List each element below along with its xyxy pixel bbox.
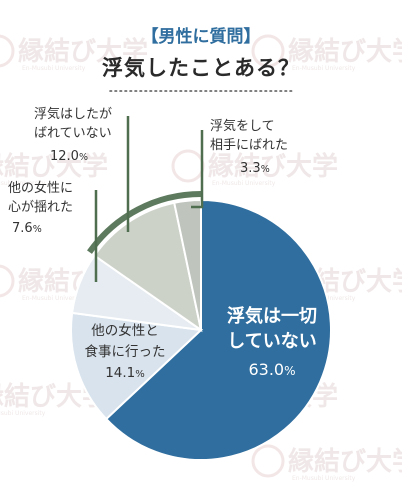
- page-title: 浮気したことある？: [102, 56, 300, 80]
- slice-value: 63.0%: [248, 360, 295, 379]
- watermark-text: 縁結び大学: [288, 446, 402, 477]
- pie-slice: [70, 311, 204, 421]
- slice-label: 他の女性に: [8, 180, 73, 196]
- slice-value: 14.1%: [105, 365, 145, 381]
- pie-slice: [104, 198, 332, 461]
- slice-value: 12.0%: [50, 149, 88, 164]
- cheated-ring-arc: [87, 191, 202, 254]
- watermark-subtext: En-Musubi University: [0, 180, 46, 187]
- watermark-subtext: En-Musubi University: [0, 410, 46, 417]
- slice-value: 3.3%: [240, 161, 270, 176]
- slice-label: ばれていない: [34, 126, 112, 141]
- watermark-text: 縁結び大学: [208, 151, 338, 182]
- slice-label: 浮気をして: [210, 118, 275, 134]
- watermark-subtext: En-Musubi University: [22, 65, 86, 72]
- question-tag: 【男性に質問】: [142, 26, 261, 47]
- pie-chart: [70, 191, 332, 461]
- slice-label: 相手にばれた: [210, 138, 288, 153]
- watermark-subtext: En-Musubi University: [292, 65, 356, 72]
- watermark-text: 縁結び大学: [288, 36, 402, 67]
- leader-line: [191, 130, 204, 209]
- watermark-logo-icon: [251, 34, 285, 68]
- slice-label: 他の女性と: [91, 322, 159, 339]
- watermark-subtext: En-Musubi University: [22, 295, 86, 302]
- slice-label: 食事に行った: [85, 343, 166, 360]
- watermark-subtext: En-Musubi University: [212, 180, 276, 187]
- slice-label: 浮気は一切: [227, 305, 317, 327]
- slice-value: 7.6%: [12, 221, 42, 236]
- watermark-text: 縁結び大学: [18, 36, 148, 67]
- watermark-text: 縁結び大学: [0, 151, 108, 182]
- watermark-subtext: En-Musubi University: [292, 475, 356, 482]
- slice-label: 浮気はしたが: [34, 106, 112, 122]
- watermark-logo-icon: [0, 264, 15, 298]
- watermark-logo-icon: [0, 34, 15, 68]
- slice-label: していない: [227, 331, 316, 352]
- slice-label: 心が揺れた: [8, 200, 73, 215]
- watermark-logo-icon: [251, 444, 285, 478]
- watermark-logo-icon: [171, 149, 205, 183]
